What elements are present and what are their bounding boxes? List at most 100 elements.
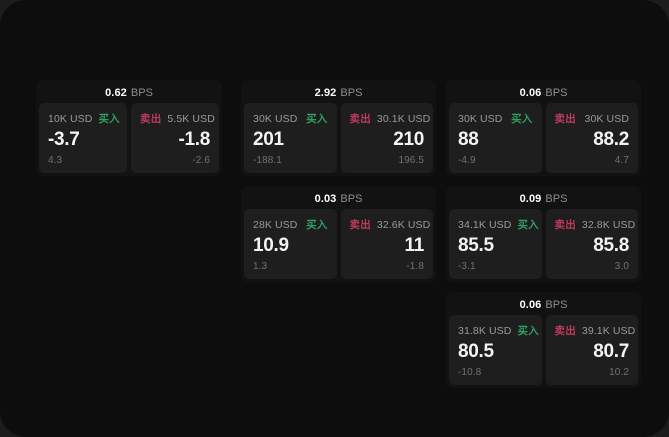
buy-quantity: 10K USD [48,113,93,125]
sell-panel-top: 卖出 30.1K USD [349,111,431,126]
buy-quantity: 30K USD [458,113,503,125]
buy-panel-top: 30K USD 买入 [253,111,328,126]
sell-panel[interactable]: 卖出 30.1K USD 210 196.5 [340,103,433,173]
buy-panel[interactable]: 28K USD 买入 10.9 1.3 [244,209,337,279]
buy-panel[interactable]: 30K USD 买入 201 -188.1 [244,103,337,173]
buy-panel[interactable]: 30K USD 买入 88 -4.9 [449,103,542,173]
sell-panel[interactable]: 卖出 32.6K USD 11 -1.8 [340,209,433,279]
quote-card[interactable]: 0.06 BPS 31.8K USD 买入 80.5 -10.8 卖出 39.1… [446,292,641,388]
sell-price: 80.7 [593,340,629,362]
sell-delta: -1.8 [406,261,424,272]
sell-quantity: 32.8K USD [581,219,636,231]
bps-unit-label: BPS [545,298,568,311]
sell-price: 85.8 [593,234,629,256]
buy-price: 10.9 [253,234,289,256]
bps-unit-label: BPS [340,192,363,205]
sell-quantity: 30K USD [584,113,629,125]
buy-panel-top: 31.8K USD 买入 [458,323,539,338]
buy-side-tag: 买入 [306,219,328,231]
buy-delta: -3.1 [458,261,476,272]
bps-unit-label: BPS [545,86,568,99]
sell-price: -1.8 [178,128,210,150]
buy-panel-top: 30K USD 买入 [458,111,533,126]
buy-quantity: 34.1K USD [458,219,512,231]
sell-delta: -2.6 [192,155,210,166]
sell-quantity: 39.1K USD [581,325,636,337]
bps-value: 0.62 [105,86,127,99]
card-panels: 28K USD 买入 10.9 1.3 卖出 32.6K USD 11 -1.8 [244,209,433,279]
sell-panel[interactable]: 卖出 32.8K USD 85.8 3.0 [545,209,638,279]
buy-side-tag: 买入 [306,113,328,125]
buy-panel-top: 10K USD 买入 [48,111,120,126]
buy-delta: -4.9 [458,155,476,166]
sell-panel-top: 卖出 30K USD [555,111,630,126]
card-header: 0.09 BPS [449,189,638,209]
buy-panel[interactable]: 10K USD 买入 -3.7 4.3 [39,103,127,173]
quote-card[interactable]: 2.92 BPS 30K USD 买入 201 -188.1 卖出 30.1K … [241,80,436,176]
sell-delta: 196.5 [398,155,424,166]
sell-panel[interactable]: 卖出 5.5K USD -1.8 -2.6 [131,103,219,173]
sell-side-tag: 卖出 [554,113,576,125]
buy-quantity: 30K USD [253,113,298,125]
sell-panel-top: 卖出 32.6K USD [349,217,431,232]
buy-side-tag: 买入 [98,113,120,125]
bps-unit-label: BPS [340,86,363,99]
quote-card[interactable]: 0.62 BPS 10K USD 买入 -3.7 4.3 卖出 5.5K USD [36,80,222,176]
buy-panel[interactable]: 31.8K USD 买入 80.5 -10.8 [449,315,542,385]
buy-panel[interactable]: 34.1K USD 买入 85.5 -3.1 [449,209,542,279]
buy-quantity: 31.8K USD [458,325,512,337]
card-header: 0.03 BPS [244,189,433,209]
buy-side-tag: 买入 [517,325,539,337]
sell-side-tag: 卖出 [349,113,371,125]
sell-panel[interactable]: 卖出 30K USD 88.2 4.7 [545,103,638,173]
buy-quantity: 28K USD [253,219,298,231]
sell-price: 88.2 [593,128,629,150]
sell-price: 210 [393,128,424,150]
quote-card[interactable]: 0.09 BPS 34.1K USD 买入 85.5 -3.1 卖出 32.8K… [446,186,641,282]
buy-delta: -188.1 [253,155,282,166]
bps-unit-label: BPS [130,86,153,99]
buy-price: 88 [458,128,479,150]
bps-unit-label: BPS [545,192,568,205]
bps-value: 0.09 [519,192,542,205]
buy-price: 85.5 [458,234,494,256]
buy-delta: -10.8 [458,367,482,378]
buy-side-tag: 买入 [511,113,533,125]
sell-price: 11 [404,234,425,256]
sell-panel[interactable]: 卖出 39.1K USD 80.7 10.2 [545,315,638,385]
sell-quantity: 5.5K USD [167,113,215,125]
sell-side-tag: 卖出 [349,219,371,231]
buy-delta: 4.3 [48,155,63,166]
sell-side-tag: 卖出 [554,219,576,231]
buy-price: 80.5 [458,340,494,362]
sell-delta: 3.0 [614,261,629,272]
sell-quantity: 32.6K USD [376,219,431,231]
sell-side-tag: 卖出 [140,113,162,125]
card-header: 0.06 BPS [449,83,638,103]
sell-panel-top: 卖出 32.8K USD [554,217,636,232]
buy-price: -3.7 [48,128,80,150]
card-header: 2.92 BPS [244,83,433,103]
card-panels: 10K USD 买入 -3.7 4.3 卖出 5.5K USD -1.8 -2.… [39,103,219,173]
sell-delta: 10.2 [609,367,629,378]
buy-side-tag: 买入 [517,219,539,231]
card-header: 0.06 BPS [449,295,638,315]
sell-quantity: 30.1K USD [376,113,431,125]
card-panels: 34.1K USD 买入 85.5 -3.1 卖出 32.8K USD 85.8… [449,209,638,279]
bps-value: 0.06 [519,86,542,99]
quote-card[interactable]: 0.03 BPS 28K USD 买入 10.9 1.3 卖出 32.6K US… [241,186,436,282]
card-panels: 31.8K USD 买入 80.5 -10.8 卖出 39.1K USD 80.… [449,315,638,385]
quote-card[interactable]: 0.06 BPS 30K USD 买入 88 -4.9 卖出 30K USD [446,80,641,176]
buy-delta: 1.3 [253,261,268,272]
sell-side-tag: 卖出 [554,325,576,337]
card-header: 0.62 BPS [39,83,219,103]
card-panels: 30K USD 买入 201 -188.1 卖出 30.1K USD 210 1… [244,103,433,173]
bps-value: 0.06 [519,298,542,311]
sell-delta: 4.7 [614,155,629,166]
card-panels: 30K USD 买入 88 -4.9 卖出 30K USD 88.2 4.7 [449,103,638,173]
sell-panel-top: 卖出 39.1K USD [554,323,636,338]
buy-panel-top: 34.1K USD 买入 [458,217,539,232]
buy-price: 201 [253,128,284,150]
bps-value: 0.03 [314,192,337,205]
